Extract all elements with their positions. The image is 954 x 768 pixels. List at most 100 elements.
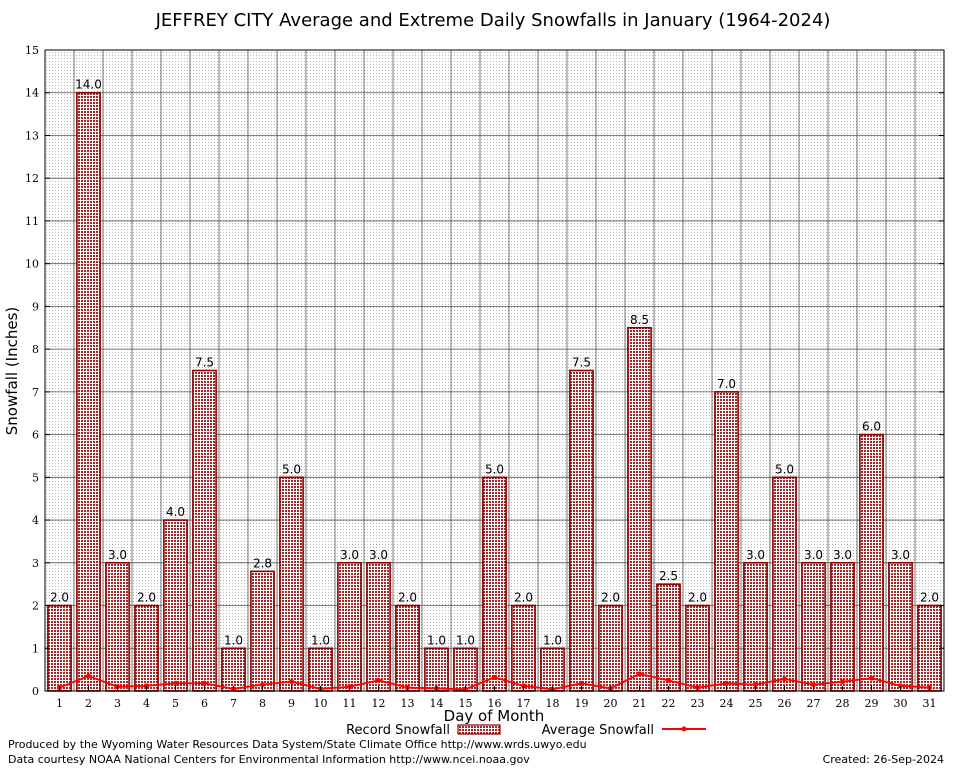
record-bar bbox=[540, 647, 565, 692]
bar-value-labels: 2.0 14.0 3.0 2.0 4.0 7.5 1.0 2.8 5.0 1.0 3.0 3.0 2.0… bbox=[50, 78, 939, 648]
average-point bbox=[637, 671, 642, 677]
record-bar bbox=[917, 604, 942, 692]
y-tick-label: 5 bbox=[32, 471, 39, 484]
x-tick-label: 24 bbox=[720, 697, 734, 710]
x-axis-label: Day of Month bbox=[444, 707, 545, 725]
record-bar bbox=[772, 476, 797, 692]
average-point bbox=[376, 677, 381, 683]
x-tick-label: 12 bbox=[372, 697, 386, 710]
record-bar bbox=[743, 561, 768, 692]
x-tick-label: 16 bbox=[488, 697, 502, 710]
record-bar bbox=[453, 647, 478, 692]
bar-value-label: 8.5 bbox=[630, 313, 649, 327]
x-tick-label: 14 bbox=[430, 697, 444, 710]
average-point bbox=[144, 683, 149, 689]
average-point bbox=[811, 682, 816, 688]
bar-value-label: 1.0 bbox=[427, 633, 446, 647]
y-tick-label: 10 bbox=[25, 258, 39, 271]
bar-value-label: 14.0 bbox=[75, 78, 102, 92]
record-bar bbox=[685, 604, 710, 692]
record-bar bbox=[366, 561, 391, 692]
x-tick-label: 22 bbox=[662, 697, 676, 710]
bar-value-label: 3.0 bbox=[833, 548, 852, 562]
x-tick-labels: 1 2 3 4 5 6 7 8 9 10 11 12 13 14 15 16 17 18 19 20 21 22 23 24 2… bbox=[56, 686, 937, 710]
bar-value-label: 3.0 bbox=[369, 548, 388, 562]
x-tick-label: 9 bbox=[288, 697, 295, 710]
record-bar bbox=[221, 647, 246, 692]
bar-value-label: 7.5 bbox=[572, 356, 591, 370]
bar-value-label: 2.0 bbox=[688, 591, 707, 605]
average-point bbox=[753, 682, 758, 688]
x-tick-label: 5 bbox=[172, 697, 179, 710]
average-point bbox=[898, 683, 903, 689]
bar-value-label: 3.0 bbox=[746, 548, 765, 562]
bar-value-label: 1.0 bbox=[224, 633, 243, 647]
bar-value-label: 2.0 bbox=[50, 591, 69, 605]
average-point bbox=[173, 680, 178, 686]
average-point bbox=[724, 680, 729, 686]
bar-value-label: 3.0 bbox=[340, 548, 359, 562]
x-tick-label: 10 bbox=[314, 697, 328, 710]
x-tick-label: 13 bbox=[401, 697, 415, 710]
x-tick-label: 7 bbox=[230, 697, 237, 710]
average-point bbox=[492, 674, 497, 680]
x-tick-label: 18 bbox=[546, 697, 560, 710]
x-tick-label: 29 bbox=[865, 697, 879, 710]
average-point bbox=[869, 675, 874, 681]
bar-value-label: 2.0 bbox=[514, 591, 533, 605]
x-tick-label: 6 bbox=[201, 697, 208, 710]
y-tick-label: 2 bbox=[32, 600, 39, 613]
record-bar bbox=[656, 583, 681, 692]
record-bar bbox=[337, 561, 362, 692]
y-tick-label: 12 bbox=[25, 172, 39, 185]
record-bar bbox=[714, 391, 739, 692]
average-point bbox=[840, 679, 845, 685]
x-tick-label: 30 bbox=[894, 697, 908, 710]
y-tick-label: 13 bbox=[25, 129, 39, 142]
average-point bbox=[289, 679, 294, 685]
record-bar bbox=[627, 326, 652, 692]
legend: Record Snowfall Average Snowfall bbox=[346, 723, 706, 738]
footer-producer: Produced by the Wyoming Water Resources … bbox=[8, 738, 587, 751]
average-point bbox=[521, 683, 526, 689]
y-tick-label: 15 bbox=[25, 44, 39, 57]
y-axis-label: Snowfall (Inches) bbox=[3, 307, 21, 435]
bar-value-label: 7.5 bbox=[195, 356, 214, 370]
record-bar bbox=[888, 561, 913, 692]
x-tick-label: 1 bbox=[56, 697, 63, 710]
bar-value-label: 2.5 bbox=[659, 569, 678, 583]
bar-value-label: 2.8 bbox=[253, 556, 272, 570]
x-tick-label: 21 bbox=[633, 697, 647, 710]
bar-value-label: 1.0 bbox=[543, 633, 562, 647]
bar-value-label: 3.0 bbox=[891, 548, 910, 562]
record-bar bbox=[279, 476, 304, 692]
record-bar bbox=[308, 647, 333, 692]
record-bar bbox=[163, 519, 188, 692]
bar-value-label: 4.0 bbox=[166, 505, 185, 519]
x-tick-label: 27 bbox=[807, 697, 821, 710]
record-bar bbox=[859, 433, 884, 692]
record-bar bbox=[830, 561, 855, 692]
record-bar bbox=[569, 369, 594, 692]
bar-value-label: 7.0 bbox=[717, 377, 736, 391]
bar-value-label: 2.0 bbox=[920, 591, 939, 605]
record-bar bbox=[76, 91, 101, 692]
record-bar bbox=[47, 604, 72, 692]
y-tick-label: 7 bbox=[32, 386, 39, 399]
x-tick-label: 17 bbox=[517, 697, 531, 710]
record-bar bbox=[192, 369, 217, 692]
average-point bbox=[579, 680, 584, 686]
average-point bbox=[260, 682, 265, 688]
y-tick-label: 9 bbox=[32, 300, 39, 313]
x-tick-label: 4 bbox=[143, 697, 150, 710]
y-tick-label: 11 bbox=[25, 215, 39, 228]
bar-value-label: 1.0 bbox=[311, 633, 330, 647]
record-bar bbox=[105, 561, 130, 692]
x-tick-label: 3 bbox=[114, 697, 121, 710]
average-point bbox=[666, 677, 671, 683]
record-bar bbox=[482, 476, 507, 692]
x-tick-label: 31 bbox=[923, 697, 937, 710]
x-tick-label: 28 bbox=[836, 697, 850, 710]
